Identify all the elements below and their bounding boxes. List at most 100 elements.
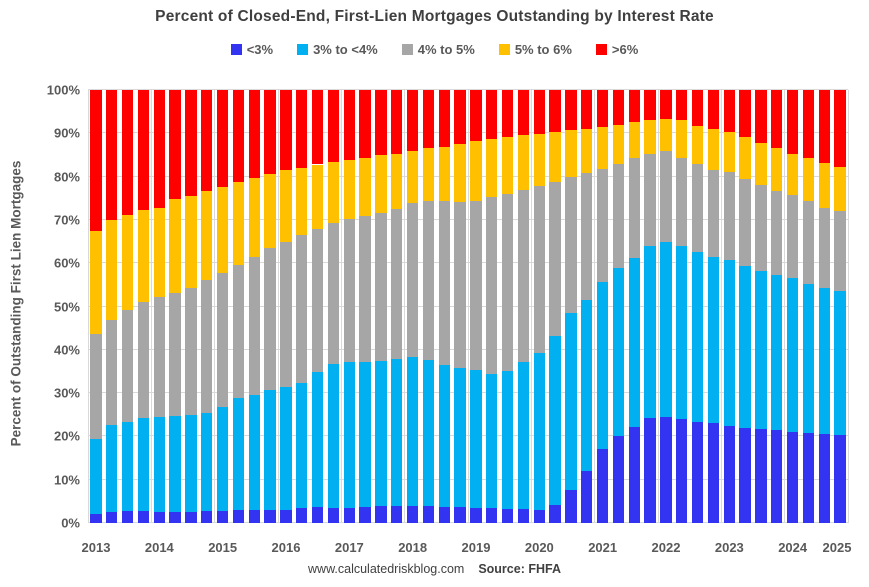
bar-segment-3to4 bbox=[280, 386, 292, 510]
bar-segment-5to6 bbox=[755, 142, 767, 186]
bar-segment-3to4 bbox=[660, 241, 672, 417]
bar-segment-4to5 bbox=[533, 186, 545, 353]
bar-segment-4to5 bbox=[802, 201, 815, 284]
bar-2014-q4 bbox=[201, 90, 213, 523]
bar-2017-q4 bbox=[391, 90, 403, 523]
y-tick-20: 20% bbox=[53, 428, 80, 444]
bar-segment-3to4 bbox=[311, 371, 324, 508]
bar-2018-q3 bbox=[438, 90, 450, 523]
bar-segment-3 bbox=[106, 512, 118, 523]
bar-segment-4to5 bbox=[818, 207, 830, 288]
bar-segment-4to5 bbox=[375, 213, 387, 361]
bar-2022-q4 bbox=[707, 90, 720, 523]
bar-segment-5to6 bbox=[359, 157, 371, 217]
bar-segment-5to6 bbox=[232, 181, 245, 266]
bar-segment-3 bbox=[343, 507, 355, 523]
bar-segment-5to6 bbox=[137, 210, 150, 302]
bar-2014-q2 bbox=[169, 90, 181, 523]
bar-segment-4to5 bbox=[565, 177, 577, 313]
bar-segment-6 bbox=[786, 90, 799, 154]
bar-2013-q3 bbox=[121, 90, 134, 523]
bar-2018-q2 bbox=[422, 90, 435, 523]
bar-segment-3to4 bbox=[216, 406, 229, 511]
bar-segment-3to4 bbox=[581, 299, 593, 472]
bar-segment-3 bbox=[818, 434, 830, 523]
y-tick-90: 90% bbox=[53, 125, 80, 141]
bar-2024-q2 bbox=[802, 90, 815, 523]
bar-2017-q3 bbox=[375, 90, 387, 523]
v-gridline-2024 bbox=[784, 90, 786, 523]
bar-segment-6 bbox=[169, 90, 181, 199]
bar-segment-5to6 bbox=[628, 122, 640, 159]
bar-segment-3 bbox=[406, 505, 419, 523]
bar-segment-5to6 bbox=[834, 167, 846, 212]
bar-segment-5to6 bbox=[422, 148, 435, 202]
bar-2021-q1 bbox=[596, 90, 609, 523]
bar-segment-6 bbox=[486, 90, 498, 139]
bar-segment-3to4 bbox=[486, 374, 498, 509]
y-tick-50: 50% bbox=[53, 299, 80, 314]
bar-segment-6 bbox=[359, 90, 371, 158]
bar-segment-6 bbox=[216, 90, 229, 187]
bar-segment-6 bbox=[565, 90, 577, 131]
bar-2015-q4 bbox=[264, 90, 276, 523]
x-tick-2023: 2023 bbox=[714, 540, 744, 555]
h-gridline-100 bbox=[88, 89, 848, 90]
bar-segment-6 bbox=[755, 90, 767, 143]
bar-segment-5to6 bbox=[153, 207, 165, 298]
bar-segment-3to4 bbox=[153, 416, 165, 512]
v-gridline-2023 bbox=[720, 90, 722, 523]
bar-segment-3to4 bbox=[169, 416, 181, 512]
legend-label: >6% bbox=[611, 42, 639, 57]
bar-segment-5to6 bbox=[501, 136, 514, 195]
bar-segment-3 bbox=[834, 435, 846, 523]
bar-segment-4to5 bbox=[201, 280, 213, 413]
bar-segment-4to5 bbox=[612, 163, 625, 269]
x-tick-2021: 2021 bbox=[588, 540, 618, 555]
bar-segment-6 bbox=[834, 90, 846, 168]
bar-segment-5to6 bbox=[739, 136, 751, 180]
bar-segment-5to6 bbox=[581, 128, 593, 174]
bar-segment-3to4 bbox=[185, 415, 197, 512]
bar-segment-4to5 bbox=[169, 292, 181, 417]
bar-segment-4to5 bbox=[359, 216, 371, 362]
bar-segment-6 bbox=[311, 90, 324, 165]
legend-label: 4% to 5% bbox=[417, 42, 475, 57]
x-tick-2016: 2016 bbox=[271, 540, 301, 555]
bar-segment-5to6 bbox=[470, 141, 482, 201]
bar-segment-6 bbox=[296, 90, 308, 168]
bar-2015-q1 bbox=[216, 90, 229, 523]
legend-swatch-icon bbox=[498, 44, 510, 55]
bar-segment-3 bbox=[739, 427, 751, 523]
bar-segment-3 bbox=[201, 510, 213, 523]
bar-segment-5to6 bbox=[248, 177, 260, 257]
bar-segment-3to4 bbox=[296, 382, 308, 509]
bar-2017-q2 bbox=[359, 90, 371, 523]
x-tick-2024: 2024 bbox=[778, 540, 808, 555]
bar-2013-q1 bbox=[90, 90, 102, 523]
bar-segment-3to4 bbox=[248, 395, 260, 511]
bar-segment-4to5 bbox=[691, 164, 704, 252]
bar-segment-3to4 bbox=[723, 259, 735, 426]
bar-segment-3 bbox=[422, 506, 435, 523]
bar-segment-3to4 bbox=[327, 363, 340, 508]
bar-segment-6 bbox=[549, 90, 561, 133]
y-tick-40: 40% bbox=[53, 342, 80, 358]
x-tick-2019: 2019 bbox=[461, 540, 491, 555]
bar-2020-q3 bbox=[565, 90, 577, 523]
bar-segment-3 bbox=[90, 514, 102, 523]
bar-segment-5to6 bbox=[343, 160, 355, 219]
bar-segment-4to5 bbox=[723, 171, 735, 260]
bar-segment-4to5 bbox=[327, 222, 340, 364]
bar-segment-3to4 bbox=[201, 412, 213, 511]
bar-2020-q1 bbox=[533, 90, 545, 523]
bar-segment-3to4 bbox=[90, 439, 102, 515]
bar-2014-q3 bbox=[185, 90, 197, 523]
y-tick-60: 60% bbox=[53, 255, 80, 271]
bar-segment-3 bbox=[755, 429, 767, 523]
bar-2022-q3 bbox=[691, 90, 704, 523]
bar-segment-3 bbox=[565, 490, 577, 523]
bar-segment-3to4 bbox=[549, 335, 561, 505]
bar-segment-4to5 bbox=[280, 242, 292, 387]
bar-segment-3 bbox=[280, 509, 292, 523]
